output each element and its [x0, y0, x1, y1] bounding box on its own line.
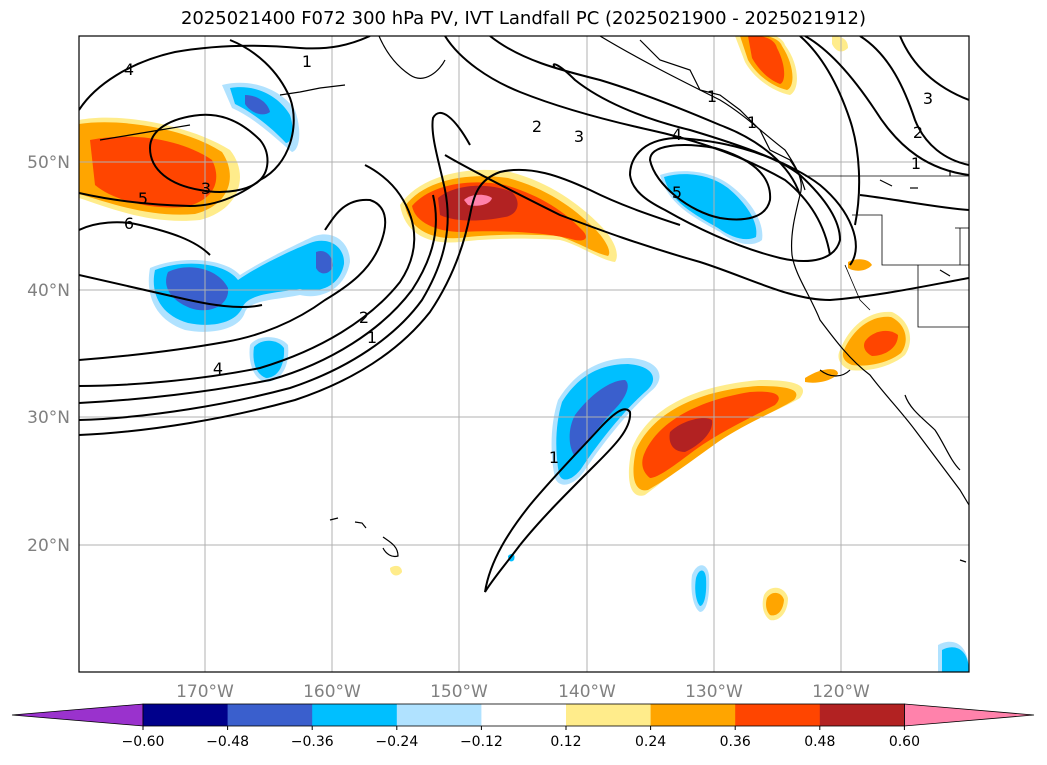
map-plot-area: 4 1 5 6 3 2 1 4 2 3 4 5 1 1 3 2 1 1 — [79, 36, 969, 672]
contour-label: 5 — [672, 183, 682, 202]
colorbar-tick-label: 0.48 — [804, 734, 835, 750]
colorbar-tick-label: −0.36 — [291, 734, 334, 750]
colorbar — [11, 703, 1035, 727]
colorbar-tick-label: −0.48 — [206, 734, 249, 750]
colorbar-segment — [566, 704, 652, 726]
contour-label: 1 — [911, 154, 921, 173]
colorbar-extend-min — [11, 703, 144, 727]
contour-label: 1 — [747, 113, 757, 132]
contour-label: 3 — [201, 179, 211, 198]
graticule-gridlines — [79, 36, 969, 672]
lon-label: 150°W — [430, 682, 488, 702]
filled-anomaly-regions — [79, 36, 969, 672]
lat-label: 30°N — [27, 408, 70, 428]
colorbar-segment — [143, 704, 229, 726]
colorbar-tick-label: 0.12 — [550, 734, 581, 750]
lat-label: 20°N — [27, 536, 70, 556]
lon-label: 120°W — [812, 682, 870, 702]
contour-label: 2 — [359, 308, 369, 327]
lat-label: 40°N — [27, 281, 70, 301]
political-borders — [805, 175, 969, 328]
colorbar-tick-label: −0.24 — [375, 734, 418, 750]
contour-lines — [79, 36, 969, 593]
colorbar-extend-max — [904, 703, 1035, 727]
contour-label: 1 — [707, 87, 717, 106]
lat-label: 50°N — [27, 153, 70, 173]
contour-label: 4 — [213, 359, 223, 378]
coastlines — [99, 36, 969, 563]
lon-label: 170°W — [176, 682, 234, 702]
contour-label: 1 — [302, 52, 312, 71]
colorbar-outline — [142, 703, 905, 727]
map-title: 2025021400 F072 300 hPa PV, IVT Landfall… — [180, 8, 867, 29]
lon-label: 130°W — [685, 682, 743, 702]
contour-label: 3 — [574, 127, 584, 146]
latitude-labels: 50°N 40°N 30°N 20°N — [27, 153, 70, 556]
contour-label: 3 — [923, 89, 933, 108]
colorbar-tick-labels: −0.60 −0.48 −0.36 −0.24 −0.12 0.12 0.24 0.36 0.4… — [122, 726, 920, 750]
lon-label: 160°W — [303, 682, 361, 702]
colorbar-segment — [227, 704, 313, 726]
colorbar-segment — [312, 704, 398, 726]
contour-label: 6 — [124, 214, 134, 233]
contour-label: 1 — [549, 448, 559, 467]
colorbar-segment — [735, 704, 821, 726]
colorbar-tick-label: −0.60 — [122, 734, 165, 750]
contour-label: 2 — [532, 117, 542, 136]
contour-label: 5 — [138, 189, 148, 208]
colorbar-tick-label: 0.36 — [720, 734, 751, 750]
colorbar-segment — [650, 704, 736, 726]
contour-label: 4 — [124, 60, 134, 79]
colorbar-tick-label: 0.24 — [635, 734, 666, 750]
longitude-labels: 170°W 160°W 150°W 140°W 130°W 120°W — [176, 682, 870, 702]
colorbar-segment — [819, 704, 905, 726]
map-frame — [78, 35, 970, 673]
contour-label: 1 — [367, 328, 377, 347]
colorbar-tick-label: −0.12 — [460, 734, 503, 750]
contour-label: 4 — [672, 125, 682, 144]
colorbar-tick-label: 0.60 — [889, 734, 920, 750]
contour-labels: 4 1 5 6 3 2 1 4 2 3 4 5 1 1 3 2 1 1 — [124, 52, 933, 467]
lon-label: 140°W — [558, 682, 616, 702]
contour-label: 2 — [913, 123, 923, 142]
colorbar-segment — [396, 704, 482, 726]
colorbar-segment — [481, 704, 567, 726]
